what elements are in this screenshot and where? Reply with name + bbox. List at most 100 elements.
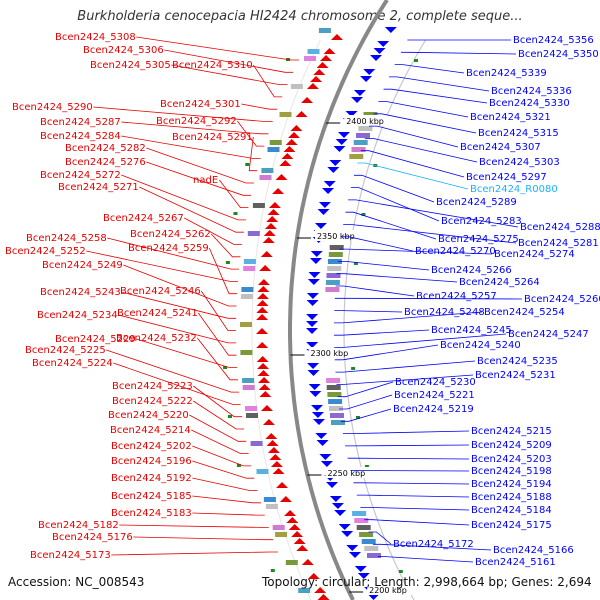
left-leader-line <box>121 174 247 221</box>
left-strand-arrow <box>269 454 282 460</box>
right-feature-block <box>327 266 342 271</box>
right-feature-block <box>331 420 345 425</box>
right-gene-label: Bcen2424_5303 <box>479 157 560 168</box>
left-leader-line <box>236 120 265 147</box>
left-leader-line <box>118 314 237 344</box>
left-feature-block <box>256 469 269 474</box>
right-strand-arrow <box>329 160 342 166</box>
left-gene-label: Bcen2424_5173 <box>30 550 111 561</box>
right-gene-label: Bcen2424_5257 <box>416 291 497 302</box>
right-strand-arrow <box>319 454 332 460</box>
right-leader-line <box>334 333 507 348</box>
left-strand-arrow <box>260 251 273 257</box>
left-gene-label: Bcen2424_5301 <box>160 99 241 110</box>
left-marker <box>228 415 232 418</box>
right-feature-block <box>326 378 341 383</box>
left-leader-line <box>192 445 252 467</box>
right-leader-line <box>368 531 392 545</box>
left-gene-label: Bcen2424_5310 <box>172 60 253 71</box>
left-gene-label: Bcen2424_5220 <box>108 410 189 421</box>
left-strand-arrow <box>323 48 336 54</box>
left-leader-line <box>192 495 261 504</box>
left-strand-arrow <box>256 300 269 306</box>
right-leader-line <box>350 187 440 222</box>
left-feature-block <box>240 350 253 355</box>
right-feature-block <box>330 413 344 418</box>
right-gene-label: Bcen2424_5219 <box>393 404 474 415</box>
right-strand-arrow <box>312 419 325 425</box>
right-gene-label: Bcen2424_5240 <box>440 340 521 351</box>
left-feature-block <box>241 287 254 292</box>
left-gene-label: Bcen2424_5267 <box>103 213 184 224</box>
right-leader-line <box>400 51 517 55</box>
right-leader-line <box>356 494 470 498</box>
left-strand-arrow <box>263 230 276 236</box>
right-gene-label: Bcen2424_5175 <box>471 520 552 531</box>
right-strand-arrow <box>306 314 319 320</box>
left-strand-arrow <box>258 384 271 390</box>
right-gene-label: Bcen2424_5315 <box>478 128 559 139</box>
left-feature-block <box>240 294 253 299</box>
left-leader-line <box>164 49 294 73</box>
right-gene-label: Bcen2424_5281 <box>518 238 599 249</box>
right-feature-block <box>329 406 343 411</box>
left-strand-arrow <box>295 111 308 117</box>
left-leader-line <box>191 429 249 455</box>
left-gene-label: Bcen2424_5176 <box>52 532 133 543</box>
right-strand-arrow <box>345 111 358 117</box>
left-strand-arrow <box>256 293 269 299</box>
right-strand-arrow <box>311 412 324 418</box>
right-gene-label: Bcen2424_5203 <box>471 454 552 465</box>
left-strand-arrow <box>301 97 314 103</box>
inner-ring <box>343 39 427 600</box>
right-gene-label: Bcen2424_5336 <box>491 86 572 97</box>
right-feature-block <box>356 133 370 138</box>
right-gene-label: Bcen2424_5247 <box>508 329 589 340</box>
scale-tick-bg <box>308 347 355 358</box>
right-gene-label: Bcen2424_5166 <box>493 545 574 556</box>
left-gene-label: Bcen2424_5214 <box>110 425 191 436</box>
right-leader-line <box>388 76 490 92</box>
scale-ticks: 2400 kbp 2350 kbp 2300 kbp 2250 kbp 2200 kbp <box>290 115 414 595</box>
left-feature-block <box>263 497 276 502</box>
left-marker <box>270 569 275 572</box>
right-feature-block <box>327 259 342 264</box>
left-leader-line <box>121 291 237 319</box>
left-gene-label: Bcen2424_5234 <box>37 310 118 321</box>
left-strand-arrow <box>320 55 332 61</box>
right-feature-block <box>364 546 379 551</box>
left-gene-label: Bcen2424_5223 <box>112 381 193 392</box>
right-strand-arrow <box>311 405 324 411</box>
right-strand-arrow <box>306 321 319 327</box>
left-leader-line <box>106 349 240 393</box>
left-strand-arrow <box>265 433 278 439</box>
left-strand-arrow <box>275 174 288 180</box>
left-leader-line <box>113 362 241 405</box>
left-gene-label: Bcen2424_5196 <box>111 456 192 467</box>
right-strand-arrow <box>367 594 380 600</box>
right-leader-line <box>394 64 465 74</box>
right-feature-block <box>327 392 342 397</box>
right-strand-arrow <box>316 440 329 446</box>
right-leader-line <box>369 125 459 148</box>
left-strand-arrow <box>313 69 326 75</box>
right-marker <box>361 213 366 216</box>
left-strand-arrow <box>262 419 275 425</box>
left-leader-line <box>184 217 243 245</box>
left-feature-block <box>290 84 303 89</box>
left-leader-line <box>193 385 243 418</box>
right-strand-arrow <box>318 202 331 208</box>
scale-tick-label: 2300 kbp <box>311 349 349 358</box>
scale-tick-bg <box>314 230 361 241</box>
right-strand-arrow <box>307 279 320 285</box>
right-marker <box>364 465 369 468</box>
right-feature-block <box>326 385 341 390</box>
left-gene-label: Bcen2424_5225 <box>25 345 106 356</box>
right-strand-arrow <box>333 146 346 152</box>
left-strand-arrow <box>267 209 280 215</box>
right-strand-arrow <box>322 188 335 194</box>
left-gene-label: Bcen2424_5271 <box>58 182 139 193</box>
right-strand-arrow <box>370 55 382 61</box>
right-feature-block <box>363 112 378 117</box>
